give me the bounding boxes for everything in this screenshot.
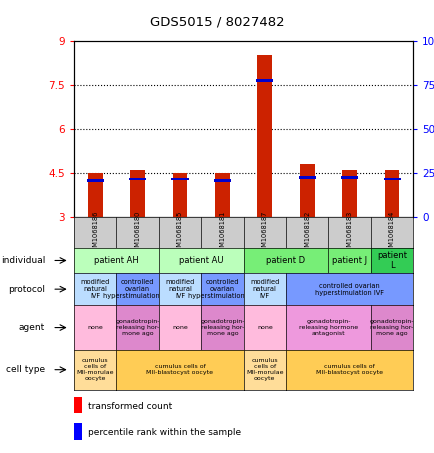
Text: GSM1068181: GSM1068181: [219, 211, 225, 255]
Bar: [130, 170, 145, 217]
Bar: [257, 56, 272, 217]
Bar: [340, 176, 357, 179]
Text: modified
natural
IVF: modified natural IVF: [165, 279, 194, 299]
Text: patient J: patient J: [331, 256, 366, 265]
Bar: [256, 79, 273, 82]
Text: modified
natural
IVF: modified natural IVF: [80, 279, 110, 299]
Bar: [383, 178, 400, 180]
Text: patient
L: patient L: [376, 251, 406, 270]
Text: cumulus
cells of
MII-morulae
oocyte: cumulus cells of MII-morulae oocyte: [76, 358, 114, 381]
Bar: [298, 176, 315, 179]
Bar: [342, 170, 356, 217]
Text: protocol: protocol: [8, 284, 45, 294]
Text: agent: agent: [19, 323, 45, 332]
Text: GSM1068180: GSM1068180: [134, 211, 140, 255]
Text: GSM1068182: GSM1068182: [303, 211, 309, 255]
Text: individual: individual: [1, 256, 45, 265]
Text: gonadotropin-
releasing hor-
mone ago: gonadotropin- releasing hor- mone ago: [369, 319, 413, 336]
Text: controlled
ovarian
hyperstimulation IVF: controlled ovarian hyperstimulation IVF: [103, 279, 172, 299]
Text: GSM1068183: GSM1068183: [346, 211, 352, 255]
Bar: [129, 178, 146, 180]
Text: gonadotropin-
releasing hor-
mone ago: gonadotropin- releasing hor- mone ago: [115, 319, 159, 336]
Text: patient D: patient D: [266, 256, 305, 265]
Text: GSM1068186: GSM1068186: [92, 211, 98, 255]
Text: gonadotropin-
releasing hormone
antagonist: gonadotropin- releasing hormone antagoni…: [298, 319, 357, 336]
Bar: [214, 179, 230, 182]
Bar: [171, 178, 188, 180]
Text: controlled
ovarian
hyperstimulation IVF: controlled ovarian hyperstimulation IVF: [187, 279, 256, 299]
Text: cumulus cells of
MII-blastocyst oocyte: cumulus cells of MII-blastocyst oocyte: [316, 364, 382, 375]
Text: percentile rank within the sample: percentile rank within the sample: [87, 428, 240, 437]
Text: controlled ovarian
hyperstimulation IVF: controlled ovarian hyperstimulation IVF: [314, 283, 383, 296]
Bar: [88, 173, 102, 217]
Text: cumulus
cells of
MII-morulae
oocyte: cumulus cells of MII-morulae oocyte: [246, 358, 283, 381]
Text: gonadotropin-
releasing hor-
mone ago: gonadotropin- releasing hor- mone ago: [200, 319, 244, 336]
Text: cell type: cell type: [6, 365, 45, 374]
Bar: [86, 179, 103, 182]
Text: none: none: [172, 325, 187, 330]
Text: patient AH: patient AH: [94, 256, 138, 265]
Text: transformed count: transformed count: [87, 401, 171, 410]
Text: cumulus cells of
MII-blastocyst oocyte: cumulus cells of MII-blastocyst oocyte: [146, 364, 213, 375]
Text: none: none: [256, 325, 272, 330]
Text: patient AU: patient AU: [178, 256, 223, 265]
Bar: [74, 423, 82, 439]
Bar: [214, 173, 229, 217]
Text: GDS5015 / 8027482: GDS5015 / 8027482: [150, 16, 284, 29]
Text: modified
natural
IVF: modified natural IVF: [250, 279, 279, 299]
Text: GSM1068184: GSM1068184: [388, 211, 394, 255]
Bar: [299, 164, 314, 217]
Text: GSM1068187: GSM1068187: [261, 211, 267, 255]
Bar: [384, 170, 398, 217]
Bar: [172, 173, 187, 217]
Bar: [74, 397, 82, 413]
Text: GSM1068185: GSM1068185: [177, 211, 183, 255]
Text: none: none: [87, 325, 103, 330]
